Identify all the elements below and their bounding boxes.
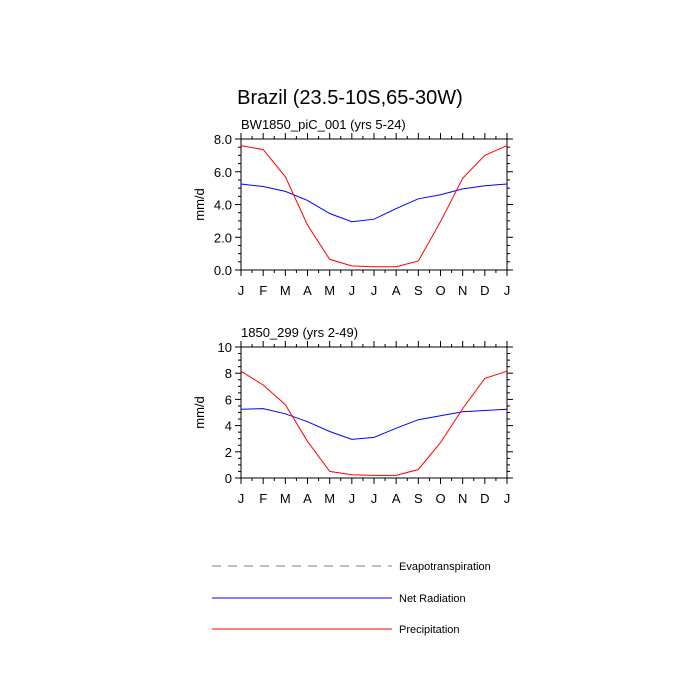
x-tick-label: J bbox=[371, 283, 378, 298]
x-tick-label: O bbox=[435, 283, 445, 298]
x-tick-label: J bbox=[504, 491, 511, 506]
series-line-precipitation bbox=[240, 145, 508, 268]
legend-label-net-radiation: Net Radiation bbox=[399, 593, 466, 605]
panel-title: 1850_299 (yrs 2-49) bbox=[241, 325, 358, 340]
legend: Evapotranspiration Net Radiation Precipi… bbox=[212, 561, 491, 636]
x-tick-label: J bbox=[238, 283, 245, 298]
x-tick-label: M bbox=[324, 283, 335, 298]
y-axis-label: mm/d bbox=[192, 396, 207, 429]
x-tick-label: D bbox=[480, 491, 489, 506]
x-tick-label: N bbox=[458, 283, 467, 298]
x-tick-label: A bbox=[392, 283, 401, 298]
figure-title: Brazil (23.5-10S,65-30W) bbox=[237, 87, 463, 109]
x-tick-label: J bbox=[371, 491, 378, 506]
y-tick-label: 4.0 bbox=[214, 198, 232, 213]
x-tick-label: A bbox=[303, 491, 312, 506]
x-tick-label: J bbox=[349, 283, 356, 298]
panel-title: BW1850_piC_001 (yrs 5-24) bbox=[241, 117, 406, 132]
plot-frame bbox=[240, 138, 508, 271]
x-tick-label: A bbox=[303, 283, 312, 298]
x-tick-label: S bbox=[414, 283, 423, 298]
legend-label-precipitation: Precipitation bbox=[399, 624, 460, 636]
x-tick-label: O bbox=[435, 491, 445, 506]
y-tick-label: 6.0 bbox=[214, 165, 232, 180]
x-tick-label: M bbox=[324, 491, 335, 506]
y-tick-label: 8.0 bbox=[214, 132, 232, 147]
x-tick-label: J bbox=[504, 283, 511, 298]
legend-label-evapotranspiration: Evapotranspiration bbox=[399, 561, 491, 573]
x-tick-label: F bbox=[259, 283, 267, 298]
panel-top: BW1850_piC_001 (yrs 5-24) mm/d 0.0 2.0 4.0 6.… bbox=[192, 117, 513, 298]
series-line-net-radiation bbox=[240, 183, 508, 223]
y-tick-label: 4 bbox=[225, 419, 232, 434]
y-tick-label: 2 bbox=[225, 445, 232, 460]
y-tick-label: 8 bbox=[225, 366, 232, 381]
y-tick-label: 2.0 bbox=[214, 230, 232, 245]
x-tick-label: N bbox=[458, 491, 467, 506]
x-tick-label: M bbox=[280, 491, 291, 506]
y-axis-label: mm/d bbox=[192, 188, 207, 221]
y-tick-label: 10 bbox=[218, 340, 232, 355]
x-tick-label: S bbox=[414, 491, 423, 506]
x-tick-label: A bbox=[392, 491, 401, 506]
series-line-net-radiation bbox=[240, 408, 508, 440]
y-tick-label: 0 bbox=[225, 471, 232, 486]
y-tick-label: 6 bbox=[225, 392, 232, 407]
x-tick-label: J bbox=[349, 491, 356, 506]
series-line-precipitation bbox=[240, 370, 508, 476]
y-tick-label: 0.0 bbox=[214, 263, 232, 278]
x-tick-label: J bbox=[238, 491, 245, 506]
x-tick-label: M bbox=[280, 283, 291, 298]
x-tick-label: F bbox=[259, 491, 267, 506]
x-tick-label: D bbox=[480, 283, 489, 298]
